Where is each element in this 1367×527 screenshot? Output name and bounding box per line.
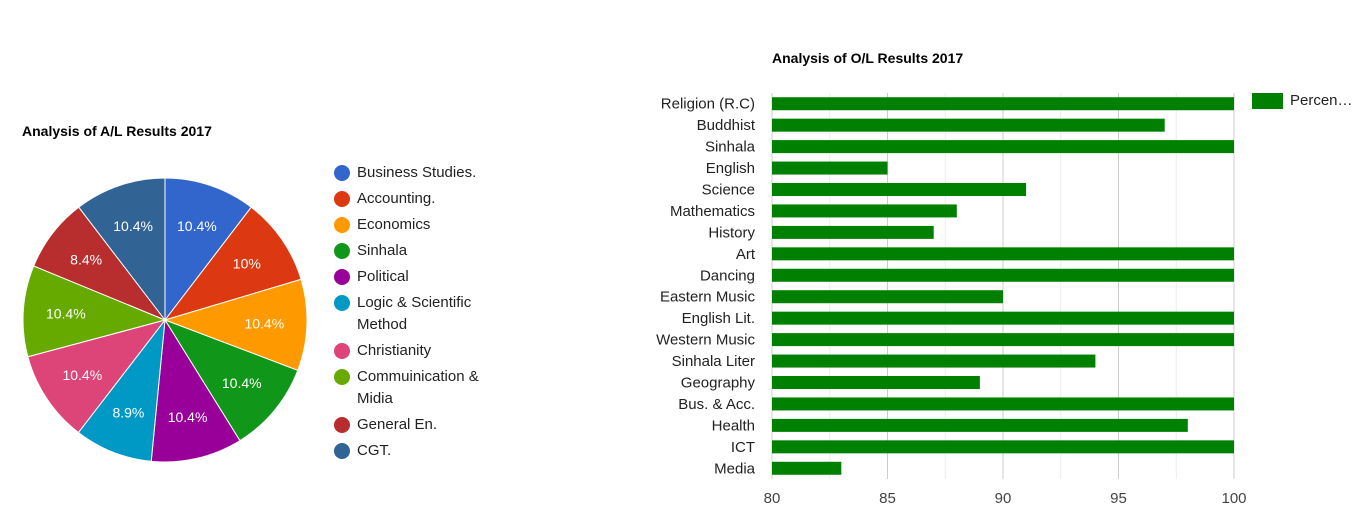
legend-swatch [334,191,350,207]
pie-slice[interactable] [27,319,167,434]
legend-swatch [334,295,350,311]
pie-slice-label: 10.4% [46,306,86,322]
pie-slice-label: 10.4% [113,218,153,234]
y-category-label: Sinhala [705,139,756,156]
y-category-label: History [708,224,755,241]
pie-slice-label: 10.4% [168,409,208,425]
bar[interactable] [772,183,1027,196]
y-category-label: ICT [731,439,755,456]
legend-swatch [334,343,350,359]
bar-legend-label: Percen… [1290,92,1353,109]
y-category-label: Sinhala Liter [672,353,755,370]
legend-swatch [334,217,350,233]
x-tick-label: 95 [1110,490,1127,507]
bar[interactable] [772,97,1234,111]
bar[interactable] [772,376,980,389]
y-category-label: Bus. & Acc. [678,396,755,413]
pie-slice[interactable] [22,265,167,358]
bar[interactable] [772,354,1096,368]
bar[interactable] [772,247,1234,261]
legend-label: Logic & Scientific Method [357,294,472,333]
y-category-label: Western Music [656,332,755,349]
pie-chart-title: Analysis of A/L Results 2017 [22,123,212,139]
y-category-label: Art [736,246,756,263]
pie-slice-label: 10.4% [62,367,102,383]
pie-slice-label: 8.9% [112,404,144,420]
legend-swatch [334,165,350,181]
bar[interactable] [772,461,842,475]
y-category-label: Buddhist [697,117,756,134]
y-category-label: Media [714,460,756,477]
x-tick-label: 90 [995,490,1012,507]
y-category-label: Geography [681,375,756,392]
legend-label: Sinhala [357,242,408,259]
y-category-label: Religion (R.C) [661,96,755,113]
legend-label: Accounting. [357,190,436,207]
pie-slice-label: 10% [233,256,261,272]
x-tick-label: 100 [1221,490,1246,507]
pie-slice[interactable] [164,177,252,322]
legend-label: Economics [357,216,431,233]
legend-label: General En. [357,416,438,433]
bar[interactable] [772,418,1188,432]
legend-swatch [334,269,350,285]
y-category-label: Dancing [700,267,755,284]
legend-label: Business Studies. [357,164,477,181]
bar[interactable] [772,333,1234,347]
y-category-label: Health [712,417,755,434]
pie-slice[interactable] [163,206,302,321]
y-category-label: Eastern Music [660,289,756,306]
bar[interactable] [772,225,934,239]
y-category-label: Mathematics [670,203,755,220]
bar[interactable] [772,268,1234,282]
bar[interactable] [772,140,1234,154]
bar-chart-title: Analysis of O/L Results 2017 [772,50,964,66]
pie-slice-label: 10.4% [177,218,217,234]
pie-slice-label: 8.4% [70,251,102,267]
legend-label: Political [357,268,409,285]
bar-legend-swatch [1252,93,1283,109]
bar[interactable] [772,311,1234,325]
x-tick-label: 80 [764,490,781,507]
pie-slice[interactable] [150,318,241,463]
pie-slice-label: 10.4% [222,375,262,391]
pie-slice[interactable] [163,319,299,442]
pie-chart: 10.4% 10% 10.4% 10.4% 10.4% 8.9% 10.4% 10.4% 8.4… [22,177,308,463]
x-tick-label: 85 [879,490,896,507]
legend-label: CGT. [357,442,392,459]
y-category-label: English Lit. [682,310,755,327]
bar[interactable] [772,161,888,175]
legend-swatch [334,369,350,385]
legend-swatch [334,417,350,433]
bar[interactable] [772,290,1003,304]
bar[interactable] [772,204,957,218]
legend-swatch [334,443,350,459]
pie-slice-label: 10.4% [244,316,284,332]
bar[interactable] [772,118,1165,132]
y-category-label: English [706,160,755,177]
legend-swatch [334,243,350,259]
legend-label: Christianity [357,342,432,359]
pie-slice[interactable] [78,177,166,322]
bar[interactable] [772,440,1234,454]
legend-label: Commuinication & Midia [357,368,479,407]
bar[interactable] [772,397,1234,411]
pie-slice[interactable] [163,278,308,371]
y-category-label: Science [702,182,755,199]
